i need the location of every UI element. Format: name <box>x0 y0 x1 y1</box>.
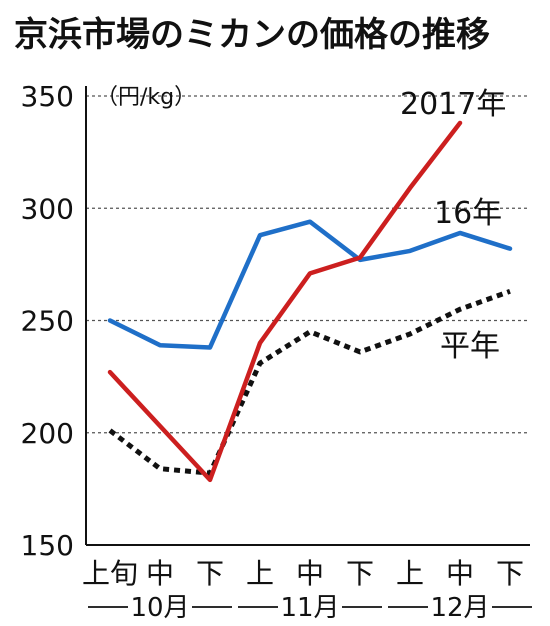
series-line-1 <box>107 219 513 350</box>
y-tick-300: 300 <box>21 192 74 225</box>
x-tick-labels: 上旬中下上中下上中下 <box>82 557 524 590</box>
x-tick-1: 中 <box>146 557 174 590</box>
month-group-labels: 10月 11月 12月 <box>88 593 532 623</box>
chart-title: 京浜市場のミカンの価格の推移 <box>14 15 490 55</box>
series-label-0: 2017年 <box>400 87 506 122</box>
series-label-2: 平年 <box>440 329 500 364</box>
x-tick-4: 中 <box>296 557 324 590</box>
y-tick-labels: 150 200 250 300 350 <box>21 80 74 562</box>
month-label-2: 12月 <box>430 593 489 623</box>
series-line-0 <box>107 120 463 483</box>
x-tick-3: 上 <box>246 557 274 590</box>
x-tick-7: 中 <box>446 557 474 590</box>
x-tick-0: 上旬 <box>82 557 138 590</box>
series-lines <box>107 120 513 483</box>
x-tick-2: 下 <box>196 557 224 590</box>
axes <box>85 86 530 546</box>
x-tick-8: 下 <box>496 557 524 590</box>
grid-lines <box>86 95 530 434</box>
month-label-0: 10月 <box>130 593 189 623</box>
x-tick-5: 下 <box>346 557 374 590</box>
month-label-1: 11月 <box>280 593 339 623</box>
series-line-2 <box>108 288 511 476</box>
y-tick-250: 250 <box>21 305 74 338</box>
y-tick-350: 350 <box>21 80 74 113</box>
series-label-1: 16年 <box>434 196 502 231</box>
x-tick-6: 上 <box>396 557 424 590</box>
unit-label: （円/kg） <box>96 85 196 110</box>
y-tick-150: 150 <box>21 529 74 562</box>
y-tick-200: 200 <box>21 417 74 450</box>
